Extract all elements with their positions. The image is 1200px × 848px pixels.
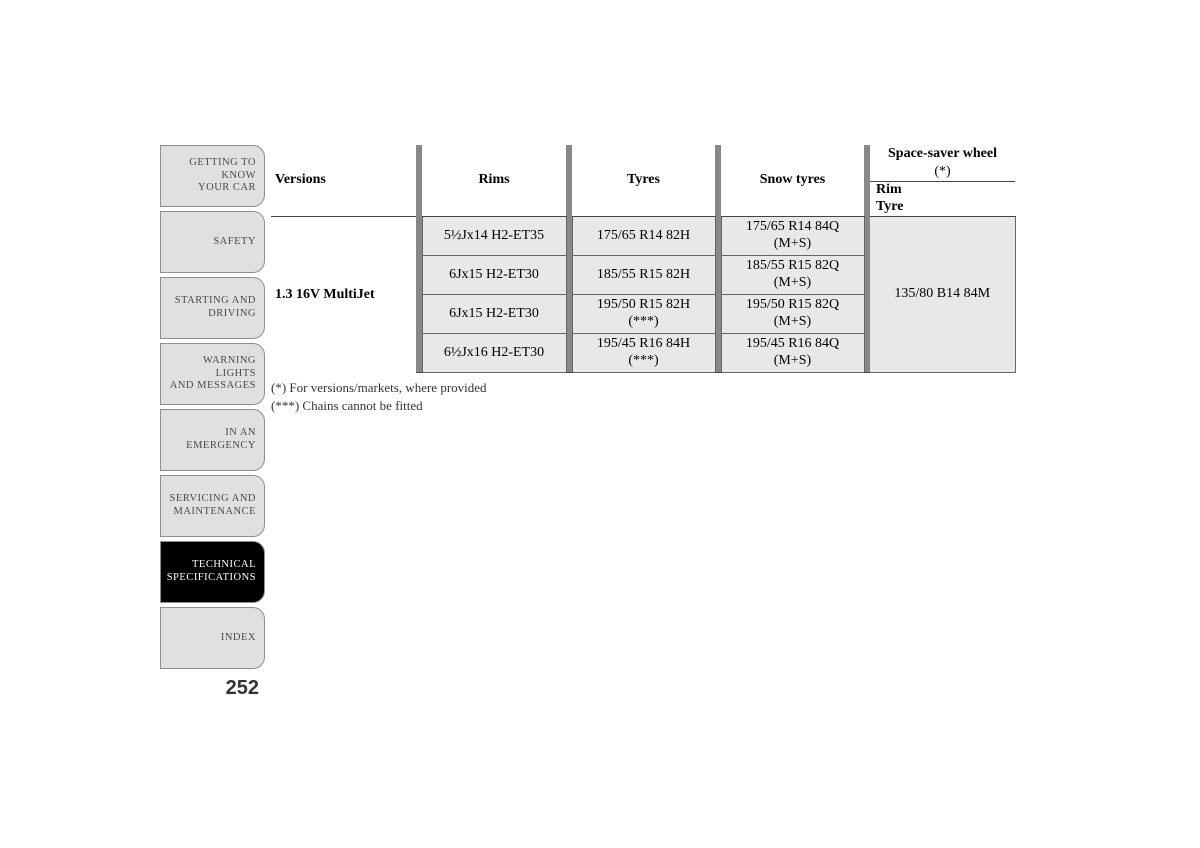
- version-label: 1.3 16V MultiJet: [271, 216, 416, 372]
- tab-index[interactable]: INDEX: [160, 607, 265, 669]
- tab-label: YOUR CAR: [198, 182, 256, 195]
- cell-snow: 185/55 R15 82Q(M+S): [721, 255, 864, 294]
- header-versions: Versions: [271, 145, 416, 216]
- cell-rim: 6½Jx16 H2-ET30: [422, 333, 566, 372]
- tyre-spec-table: Versions Rims Tyres Snow tyres Space-sav…: [271, 145, 1016, 373]
- tab-starting-driving[interactable]: STARTING AND DRIVING: [160, 277, 265, 339]
- tab-servicing[interactable]: SERVICING AND MAINTENANCE: [160, 475, 265, 537]
- tab-label: IN AN EMERGENCY: [161, 427, 256, 452]
- tab-getting-to-know[interactable]: GETTING TO KNOW YOUR CAR: [160, 145, 265, 207]
- cell-rim: 5½Jx14 H2-ET35: [422, 216, 566, 255]
- tab-label: AND MESSAGES: [170, 380, 256, 393]
- cell-tyre: 175/65 R14 82H: [572, 216, 715, 255]
- tab-label: MAINTENANCE: [174, 506, 257, 519]
- main-content: Versions Rims Tyres Snow tyres Space-sav…: [271, 145, 1016, 700]
- tab-label: WARNING LIGHTS: [161, 355, 256, 380]
- cell-snow: 195/45 R16 84Q(M+S): [721, 333, 864, 372]
- header-space-sub: Rim Tyre: [870, 182, 1015, 217]
- sidebar-nav: GETTING TO KNOW YOUR CAR SAFETY STARTING…: [160, 145, 265, 700]
- cell-snow: 195/50 R15 82Q(M+S): [721, 294, 864, 333]
- tab-warning-lights[interactable]: WARNING LIGHTS AND MESSAGES: [160, 343, 265, 405]
- header-space-saver: Space-saver wheel (*): [870, 145, 1015, 182]
- footnote-2: (***) Chains cannot be fitted: [271, 397, 1016, 415]
- header-tyres: Tyres: [572, 145, 715, 216]
- tab-label: SAFETY: [213, 236, 256, 249]
- tab-safety[interactable]: SAFETY: [160, 211, 265, 273]
- tab-emergency[interactable]: IN AN EMERGENCY: [160, 409, 265, 471]
- header-snow: Snow tyres: [721, 145, 864, 216]
- cell-tyre: 195/45 R16 84H(***): [572, 333, 715, 372]
- cell-rim: 6Jx15 H2-ET30: [422, 294, 566, 333]
- cell-space-saver: 135/80 B14 84M: [870, 216, 1015, 372]
- tab-label: DRIVING: [208, 308, 256, 321]
- footnotes: (*) For versions/markets, where provided…: [271, 379, 1016, 414]
- header-rims: Rims: [422, 145, 566, 216]
- tab-label: GETTING TO KNOW: [161, 157, 256, 182]
- tab-technical-specs[interactable]: TECHNICAL SPECIFICATIONS: [160, 541, 265, 603]
- page-number: 252: [160, 677, 265, 700]
- tab-label: INDEX: [221, 632, 256, 645]
- tab-label: TECHNICAL: [192, 559, 256, 572]
- footnote-1: (*) For versions/markets, where provided: [271, 379, 1016, 397]
- cell-tyre: 195/50 R15 82H(***): [572, 294, 715, 333]
- tab-label: SPECIFICATIONS: [167, 572, 256, 585]
- tab-label: SERVICING AND: [170, 493, 256, 506]
- tab-label: STARTING AND: [175, 295, 256, 308]
- cell-snow: 175/65 R14 84Q(M+S): [721, 216, 864, 255]
- table-row: 1.3 16V MultiJet 5½Jx14 H2-ET35 175/65 R…: [271, 216, 1015, 255]
- cell-rim: 6Jx15 H2-ET30: [422, 255, 566, 294]
- cell-tyre: 185/55 R15 82H: [572, 255, 715, 294]
